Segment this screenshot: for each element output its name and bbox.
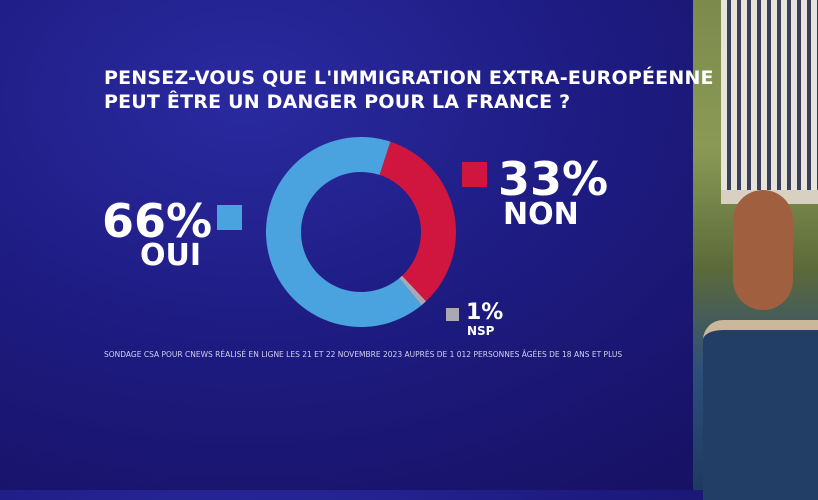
chart-title: PENSEZ-VOUS QUE L'IMMIGRATION EXTRA-EURO…	[104, 66, 714, 114]
title-line-2: PEUT ÊTRE UN DANGER POUR LA FRANCE ?	[104, 91, 571, 113]
arm-image	[733, 190, 793, 310]
oui-percent: 66%	[102, 194, 213, 248]
non-legend-swatch	[462, 162, 487, 187]
nsp-legend-swatch	[446, 308, 459, 321]
non-label: NON	[503, 197, 579, 232]
suitcase-image	[703, 320, 818, 500]
slice-oui	[266, 136, 422, 327]
source-note: SONDAGE CSA POUR CNEWS RÉALISÉ EN LIGNE …	[104, 350, 623, 359]
sweater-image	[721, 0, 818, 204]
slice-non	[379, 141, 457, 302]
slice-nsp	[399, 275, 427, 306]
oui-label: OUI	[140, 238, 202, 273]
title-line-1: PENSEZ-VOUS QUE L'IMMIGRATION EXTRA-EURO…	[104, 67, 714, 89]
non-percent: 33%	[498, 152, 609, 206]
background-photo	[693, 0, 818, 500]
oui-legend-swatch	[217, 205, 242, 230]
nsp-percent: 1%	[466, 300, 504, 325]
nsp-label: NSP	[467, 324, 495, 338]
